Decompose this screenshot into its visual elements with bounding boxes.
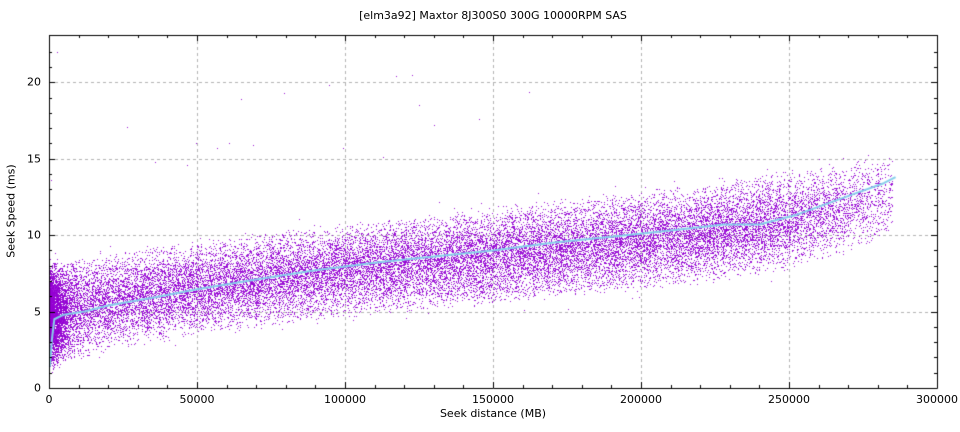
y-tick-label: 15: [27, 152, 41, 166]
y-tick-label: 10: [27, 228, 41, 242]
chart-title: [elm3a92] Maxtor 8J300S0 300G 10000RPM S…: [359, 9, 627, 22]
y-tick-label: 5: [34, 305, 41, 319]
x-tick-label: 300000: [916, 393, 958, 406]
x-tick-label: 50000: [179, 393, 215, 406]
x-tick-label: 100000: [324, 393, 366, 406]
x-axis-label: Seek distance (MB): [439, 407, 547, 420]
x-tick-label: 250000: [768, 393, 810, 406]
x-tick-label: 150000: [472, 393, 514, 406]
y-tick-label: 0: [34, 381, 41, 395]
y-tick-label: 20: [27, 75, 41, 89]
x-tick-label: 0: [45, 393, 53, 406]
y-axis-label: Seek Speed (ms): [4, 164, 18, 258]
x-tick-label: 200000: [620, 393, 662, 406]
